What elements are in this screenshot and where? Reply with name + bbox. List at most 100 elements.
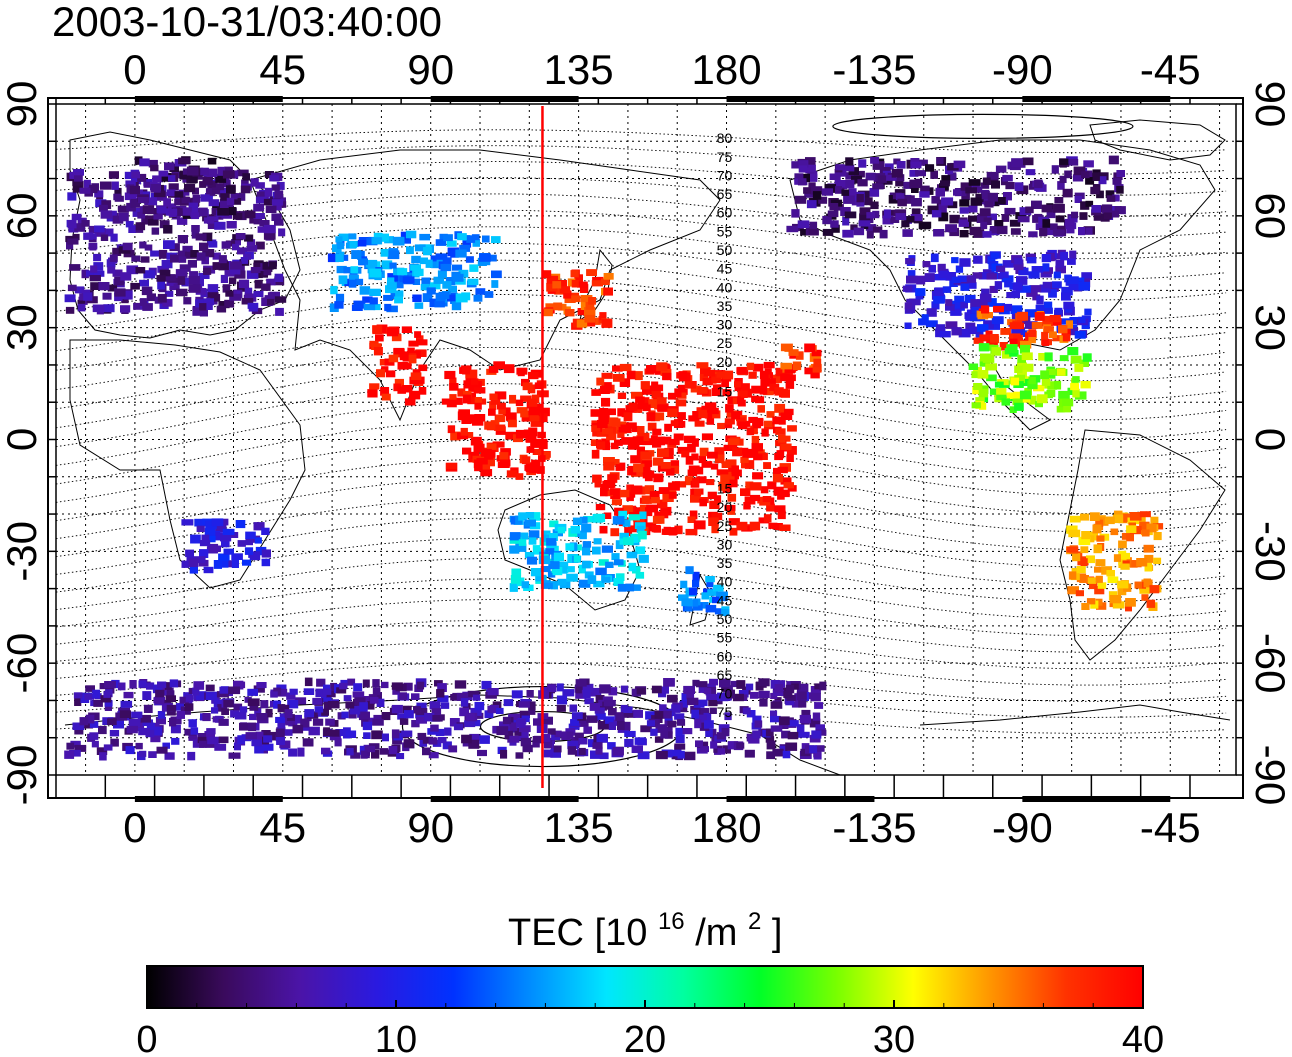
tec-cell xyxy=(884,163,894,170)
tec-cell xyxy=(435,728,445,737)
tec-cell xyxy=(1019,285,1031,293)
tec-cell xyxy=(958,328,971,338)
tec-cell xyxy=(528,371,539,380)
tec-cell xyxy=(509,532,521,541)
tec-cell xyxy=(684,604,693,612)
tec-cell xyxy=(112,215,124,224)
tec-cell xyxy=(608,687,618,696)
tec-cell xyxy=(491,280,499,288)
tec-cell xyxy=(872,226,883,233)
tec-cell xyxy=(686,692,695,700)
tec-cell xyxy=(858,159,867,168)
tec-cell xyxy=(567,740,579,750)
contour-label-north: 30 xyxy=(717,317,733,333)
tec-cell xyxy=(376,698,385,707)
tec-cell xyxy=(986,298,997,307)
tec-cell xyxy=(215,175,227,183)
tec-cell xyxy=(980,182,990,189)
tec-cell xyxy=(1080,513,1090,521)
tec-cell xyxy=(815,724,825,732)
tec-cell xyxy=(216,691,229,698)
tec-cell xyxy=(751,435,760,444)
tec-cell xyxy=(615,573,625,581)
tec-cell xyxy=(1052,335,1063,342)
tec-cell xyxy=(353,683,363,692)
tec-cell xyxy=(856,199,865,207)
tec-cell xyxy=(465,713,475,720)
tec-cell xyxy=(240,257,248,264)
tec-cell xyxy=(971,306,980,314)
tec-cell xyxy=(1086,598,1096,605)
tec-cell xyxy=(617,721,625,730)
tec-cell xyxy=(123,691,134,699)
tec-cell xyxy=(759,370,769,380)
tec-cell xyxy=(988,321,1000,330)
contour-label-south: 45 xyxy=(717,592,733,608)
tec-cell xyxy=(742,448,752,458)
tec-cell xyxy=(387,250,400,260)
tec-cell xyxy=(87,233,97,240)
tec-cell xyxy=(373,692,382,701)
tec-cell xyxy=(214,221,226,230)
tec-cell xyxy=(525,435,537,443)
tec-cell xyxy=(715,453,725,462)
tec-cell xyxy=(425,259,433,268)
tec-cell xyxy=(254,745,264,754)
tec-cell xyxy=(723,444,734,451)
tec-cell xyxy=(904,302,913,310)
tec-cell xyxy=(173,208,184,216)
tec-cell xyxy=(64,750,75,759)
tec-cell xyxy=(138,197,149,204)
tec-cell xyxy=(763,462,771,469)
tec-cell xyxy=(223,699,234,708)
tec-cell xyxy=(157,275,166,282)
tec-cell xyxy=(707,491,717,500)
tec-cell xyxy=(631,469,643,477)
tec-cell xyxy=(547,571,556,578)
tec-cell xyxy=(72,179,81,187)
tec-cell xyxy=(532,736,544,743)
tec-cell xyxy=(694,420,705,427)
tec-cell xyxy=(935,187,945,197)
tec-cell xyxy=(724,504,736,511)
tec-cell xyxy=(518,725,531,733)
bottom-lon-label: -90 xyxy=(992,804,1053,851)
tec-cell xyxy=(676,388,688,395)
tec-cell xyxy=(613,578,624,586)
tec-cell xyxy=(707,589,718,596)
tec-cell xyxy=(1017,354,1026,363)
tec-cell xyxy=(714,447,725,455)
tec-cell xyxy=(494,424,506,431)
tec-cell xyxy=(971,371,984,379)
tec-cell xyxy=(1088,580,1098,590)
tec-cell xyxy=(460,427,468,436)
tec-cell xyxy=(926,308,937,317)
tec-cell xyxy=(578,564,586,574)
tec-cell xyxy=(362,296,373,303)
tec-cell xyxy=(155,689,165,698)
tec-cell xyxy=(253,290,264,297)
tec-cell xyxy=(386,327,399,337)
tec-cell xyxy=(337,242,345,250)
tec-cell xyxy=(1058,325,1068,334)
tec-cell xyxy=(122,242,133,251)
tec-cell xyxy=(595,712,606,720)
tec-cell xyxy=(155,717,166,725)
tec-cell xyxy=(710,463,719,470)
tec-cell xyxy=(877,175,887,183)
tec-cell xyxy=(584,571,594,579)
tec-cell xyxy=(843,195,855,204)
tec-cell xyxy=(196,691,207,701)
tec-cell xyxy=(1098,176,1107,185)
tec-cell xyxy=(1093,544,1103,554)
tec-cell xyxy=(530,420,543,427)
tec-cell xyxy=(210,294,221,302)
tec-cell xyxy=(957,275,968,282)
tec-cell xyxy=(348,233,357,240)
tec-cell xyxy=(976,215,989,223)
tec-cell xyxy=(453,723,464,731)
tec-cell xyxy=(571,712,583,720)
tec-cell xyxy=(244,211,256,219)
tec-cell xyxy=(391,682,403,690)
